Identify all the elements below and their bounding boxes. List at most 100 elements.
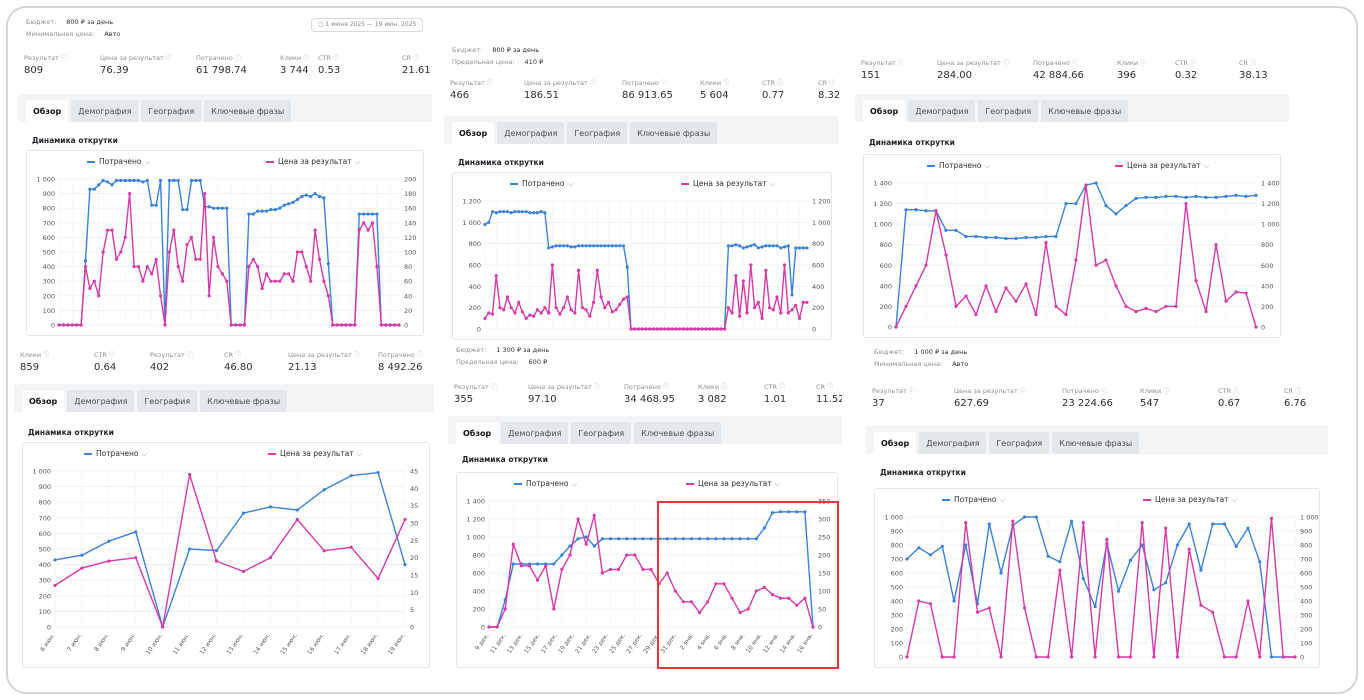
legend-spent[interactable]: Потрачено ⌵ (87, 157, 150, 167)
legend-swatch (686, 483, 694, 485)
chevron-down-icon: ⌵ (571, 479, 578, 488)
data-point-price (700, 327, 704, 331)
legend-spent[interactable]: Потрачено ⌵ (942, 495, 1005, 505)
metrics-bar: Бюджет: 800 ₽ за день Предельная цена: 410 … (444, 40, 839, 116)
legend-spent[interactable]: Потрачено ⌵ (84, 449, 147, 459)
data-point-spent (1246, 526, 1250, 530)
data-point-price (673, 589, 677, 593)
legend-price[interactable]: Цена за результат ⌵ (1115, 161, 1209, 171)
data-point-spent (762, 526, 766, 530)
metric-value: 42 884.66 (1033, 70, 1084, 81)
tab-overview[interactable]: Обзор (452, 122, 495, 144)
date-range-text: 1 июня 2025 — 19 июн. 2025 (325, 21, 417, 28)
tab-geography[interactable]: География (989, 432, 1050, 454)
tab-keywords[interactable]: Ключевые фразы (634, 422, 722, 444)
screenshot-frame: Бюджет: 800 ₽ за день Минимальная цена: Авт… (6, 6, 1358, 694)
data-point-spent (591, 244, 596, 248)
data-point-price (591, 300, 596, 304)
tab-overview[interactable]: Обзор (874, 432, 917, 454)
data-point-price (1105, 537, 1109, 541)
y-tick-left: 600 (469, 262, 481, 270)
tab-keywords[interactable]: Ключевые фразы (630, 122, 718, 144)
legend-spent[interactable]: Потрачено ⌵ (514, 479, 577, 489)
tab-overview[interactable]: Обзор (456, 422, 499, 444)
tab-keywords[interactable]: Ключевые фразы (1052, 432, 1140, 454)
tab-geography[interactable]: География (571, 422, 632, 444)
data-point-spent (1022, 515, 1027, 519)
y-tick-right: 15 (410, 572, 418, 580)
x-tick-label: 21 дек. (574, 632, 593, 655)
tab-demography[interactable]: Демография (67, 390, 135, 412)
metric-label-text: Клики (1140, 387, 1162, 395)
y-tick-left: 700 (891, 556, 903, 564)
data-point-price (719, 327, 723, 331)
legend-price[interactable]: Цена за результат ⌵ (681, 179, 775, 189)
data-point-price (110, 228, 114, 232)
tab-keywords[interactable]: Ключевые фразы (204, 100, 292, 122)
data-point-spent (167, 178, 171, 183)
data-point-spent (295, 508, 299, 512)
data-point-price (163, 323, 167, 327)
data-point-price (730, 311, 734, 315)
metric-label: Потрачено ⓘ (624, 382, 669, 391)
tab-geography[interactable]: География (141, 100, 202, 122)
tab-geography[interactable]: География (567, 122, 628, 144)
tab-overview[interactable]: Обзор (863, 100, 906, 122)
y-tick-right: 300 (1300, 612, 1312, 620)
tab-demography[interactable]: Демография (497, 122, 565, 144)
metric-label-text: CTR (1218, 387, 1232, 395)
data-point-spent (771, 244, 775, 248)
y-tick-right: 100 (1300, 640, 1312, 648)
tab-overview[interactable]: Обзор (22, 390, 65, 412)
tab-demography[interactable]: Демография (919, 432, 987, 454)
tab-overview[interactable]: Обзор (26, 100, 69, 122)
metric-label: CTR ⓘ (764, 382, 785, 391)
data-point-price (974, 313, 978, 317)
legend-price[interactable]: Цена за результат ⌵ (268, 449, 362, 459)
data-point-price (558, 312, 562, 316)
legend-price[interactable]: Цена за результат ⌵ (266, 157, 360, 167)
data-point-spent (1269, 655, 1274, 659)
data-point-price (145, 265, 149, 269)
data-point-price (738, 611, 742, 615)
legend-spent[interactable]: Потрачено ⌵ (927, 161, 990, 171)
data-point-spent (706, 537, 710, 541)
metric-value: 284.00 (937, 70, 972, 81)
data-point-price (326, 294, 330, 298)
info-circle-icon: ⓘ (303, 55, 310, 62)
legend-price[interactable]: Цена за результат ⌵ (1143, 495, 1237, 505)
tab-demography[interactable]: Демография (908, 100, 976, 122)
tab-keywords[interactable]: Ключевые фразы (1041, 100, 1129, 122)
legend-price[interactable]: Цена за результат ⌵ (686, 479, 780, 489)
tab-demography[interactable]: Демография (501, 422, 569, 444)
data-point-price (251, 257, 255, 261)
data-point-spent (185, 208, 189, 212)
data-point-price (746, 607, 750, 611)
tab-bar: Обзор Демография География Ключевые фразы (26, 100, 292, 122)
data-point-spent (1081, 577, 1085, 581)
metric-value: 396 (1117, 70, 1137, 81)
data-point-price (767, 306, 772, 310)
data-point-price (554, 306, 558, 310)
data-point-price (1199, 603, 1203, 607)
tab-geography[interactable]: География (978, 100, 1039, 122)
tab-geography[interactable]: География (137, 390, 198, 412)
legend-spent[interactable]: Потрачено ⌵ (510, 179, 573, 189)
data-point-spent (207, 205, 211, 209)
data-point-spent (80, 553, 84, 557)
data-point-price (1187, 547, 1191, 551)
data-point-spent (782, 245, 787, 249)
x-tick-label: 6 июн. (39, 632, 57, 653)
y-tick-left: 1 000 (32, 468, 51, 476)
x-tick-label: 23 дек. (591, 632, 610, 655)
data-point-spent (241, 511, 246, 515)
date-range-picker[interactable]: ▢ 1 июня 2025 — 19 июн. 2025 (311, 18, 424, 32)
metric-label: CR ⓘ (1284, 386, 1301, 395)
tab-keywords[interactable]: Ключевые фразы (200, 390, 288, 412)
y-tick-right: 10 (410, 589, 418, 597)
tab-demography[interactable]: Демография (71, 100, 139, 122)
y-tick-left: 400 (39, 561, 51, 569)
metric-label: Цена за результат ⓘ (528, 382, 600, 391)
data-point-spent (349, 474, 353, 478)
data-point-spent (617, 537, 621, 541)
